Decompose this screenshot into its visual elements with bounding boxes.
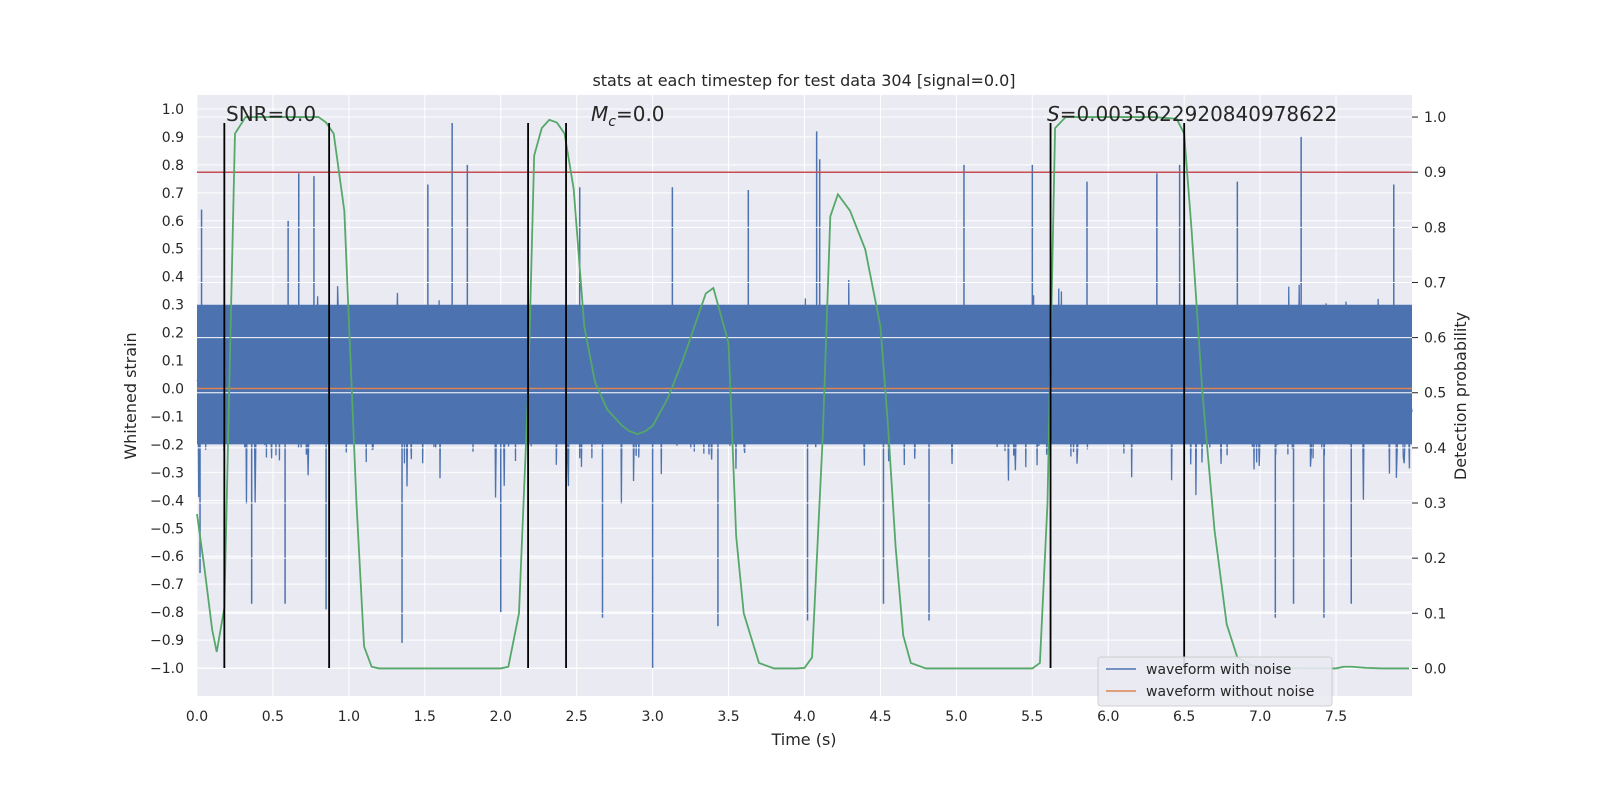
x-tick-label: 6.5	[1173, 709, 1195, 725]
chart-title: stats at each timestep for test data 304…	[592, 71, 1015, 90]
x-tick-label: 6.0	[1097, 709, 1119, 725]
y-tick-label: 0.7	[162, 186, 184, 202]
y2-tick-label: 0.8	[1424, 220, 1446, 236]
x-tick-label: 2.0	[490, 709, 512, 725]
y2-tick-label: 0.9	[1424, 165, 1446, 181]
x-axis-ticks: 0.0 0.5 1.0 1.5 2.0 2.5 3.0 3.5 4.0 4.5 5.0 5.5 6.0 6…	[186, 709, 1347, 725]
y-tick-label: 0.0	[162, 382, 184, 398]
y-axis-label: Whitened strain	[121, 332, 140, 459]
y2-tick-label: 0.6	[1424, 331, 1446, 347]
x-tick-label: 0.0	[186, 709, 208, 725]
y2-tick-label: 0.3	[1424, 496, 1446, 512]
y-tick-label: 0.5	[162, 242, 184, 258]
x-tick-label: 1.5	[414, 709, 436, 725]
x-tick-label: 7.0	[1249, 709, 1271, 725]
noise-core-band	[197, 304, 1412, 445]
s-value: =0.0035622920840978622	[1060, 102, 1338, 126]
waveform-with-noise-series	[196, 122, 1413, 669]
y-tick-label: 0.1	[162, 354, 184, 370]
y-tick-label: −0.6	[150, 549, 184, 565]
y-tick-label: −0.5	[150, 521, 184, 537]
y2-tick-label: 0.1	[1424, 606, 1446, 622]
y-tick-label: 0.9	[162, 130, 184, 146]
s-annotation: S=0.0035622920840978622	[1047, 102, 1337, 126]
legend-label-waveform-with-noise: waveform with noise	[1146, 662, 1291, 678]
snr-annotation: SNR=0.0	[226, 102, 316, 126]
x-tick-label: 3.0	[641, 709, 663, 725]
y2-tick-label: 0.4	[1424, 441, 1446, 457]
y-tick-label: 0.2	[162, 326, 184, 342]
x-tick-label: 7.5	[1325, 709, 1347, 725]
x-tick-label: 4.5	[869, 709, 891, 725]
x-tick-label: 5.0	[945, 709, 967, 725]
x-tick-label: 2.5	[566, 709, 588, 725]
y-tick-label: 0.4	[162, 270, 184, 286]
y-tick-label: −0.7	[150, 577, 184, 593]
y-tick-label: 1.0	[162, 102, 184, 118]
event-lines	[223, 122, 1186, 669]
legend: waveform with noise waveform without noi…	[1097, 656, 1333, 707]
y-tick-label: −0.9	[150, 633, 184, 649]
chirp-mass-symbol: M	[591, 102, 608, 126]
y-axis-ticks: 1.0 0.9 0.8 0.7 0.6 0.5 0.4 0.3 0.2 0.1 0.0 −0.1 −0.…	[150, 102, 184, 677]
legend-box	[1097, 656, 1333, 707]
y-tick-label: −0.8	[150, 605, 184, 621]
legend-label-waveform-without-noise: waveform without noise	[1146, 684, 1314, 700]
x-axis-label: Time (s)	[770, 730, 836, 749]
x-tick-label: 1.0	[338, 709, 360, 725]
y2-tick-label: 0.0	[1424, 661, 1446, 677]
y-tick-label: −0.4	[150, 493, 184, 509]
x-tick-label: 3.5	[717, 709, 739, 725]
x-tick-label: 4.0	[793, 709, 815, 725]
chirp-mass-subscript: c	[608, 114, 616, 130]
y2-tick-label: 1.0	[1424, 110, 1446, 126]
y2-axis-label: Detection probability	[1451, 312, 1470, 480]
y-tick-label: 0.3	[162, 298, 184, 314]
detection-probability-line	[196, 116, 1409, 670]
y2-tick-label: 0.2	[1424, 551, 1446, 567]
x-tick-label: 5.5	[1021, 709, 1043, 725]
y-tick-label: −1.0	[150, 661, 184, 677]
chirp-mass-value: =0.0	[616, 102, 665, 126]
y2-tick-label: 0.7	[1424, 275, 1446, 291]
s-symbol: S	[1047, 102, 1060, 126]
series-lines	[196, 116, 1412, 670]
y2-tick-label: 0.5	[1424, 386, 1446, 402]
x-tick-label: 0.5	[262, 709, 284, 725]
y-tick-label: 0.8	[162, 158, 184, 174]
y-tick-label: −0.1	[150, 409, 184, 425]
chirp-mass-annotation: Mc=0.0	[591, 102, 665, 130]
y-tick-label: −0.3	[150, 465, 184, 481]
y2-axis-ticks: 1.0 0.9 0.8 0.7 0.6 0.5 0.4 0.3 0.2 0.1 0.0	[1412, 110, 1446, 677]
y-tick-label: −0.2	[150, 437, 184, 453]
y-tick-label: 0.6	[162, 214, 184, 230]
